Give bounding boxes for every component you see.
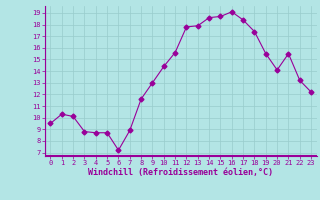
X-axis label: Windchill (Refroidissement éolien,°C): Windchill (Refroidissement éolien,°C) (88, 168, 273, 177)
